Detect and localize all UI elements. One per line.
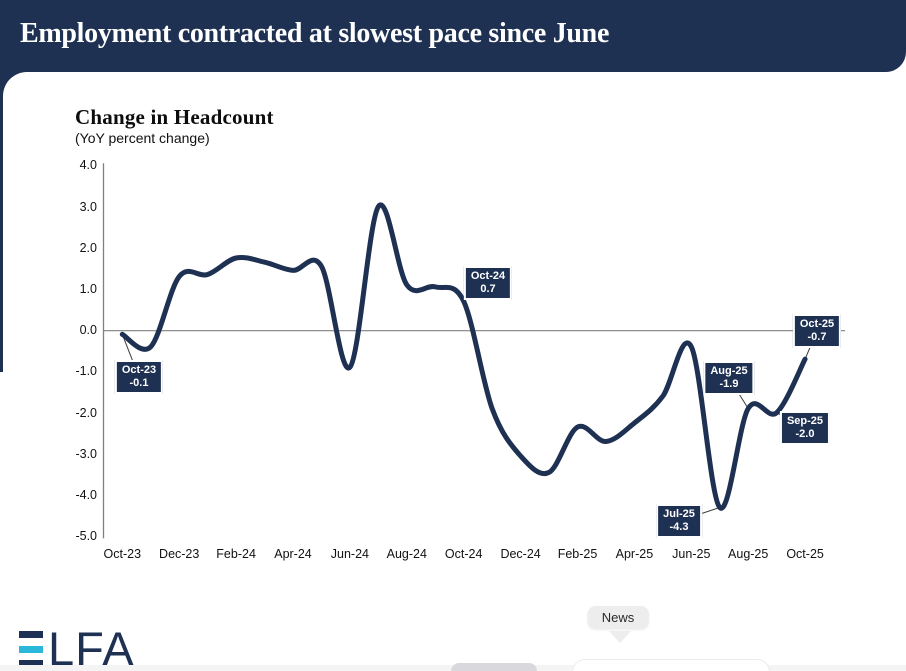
elfa-logo: LFA xyxy=(19,622,135,671)
callout-oct-23: Oct-23 -0.1 xyxy=(114,360,164,394)
chart-subtitle: (YoY percent change) xyxy=(75,130,210,146)
x-tick-label: Apr-25 xyxy=(615,547,654,561)
header-banner: Employment contracted at slowest pace si… xyxy=(0,0,906,72)
page-title: Employment contracted at slowest pace si… xyxy=(20,18,610,49)
y-tick-label: -3.0 xyxy=(75,446,97,461)
dock-item-partial[interactable] xyxy=(572,659,770,671)
y-tick-label: -1.0 xyxy=(75,364,97,379)
x-tick-label: Aug-24 xyxy=(386,547,427,561)
callout-jul-25: Jul-25 -4.3 xyxy=(656,504,702,538)
y-tick-label: 0.0 xyxy=(79,323,97,338)
x-tick-label: Apr-24 xyxy=(274,547,312,561)
left-edge-strip xyxy=(0,60,3,372)
x-tick-label: Jun-24 xyxy=(330,547,370,561)
callout-oct-25: Oct-25 -0.7 xyxy=(792,314,842,348)
x-tick-label: Jun-25 xyxy=(672,547,711,561)
headcount-series-line xyxy=(119,202,808,511)
y-tick-label: 1.0 xyxy=(79,281,97,296)
x-tick-label: Feb-25 xyxy=(557,547,598,561)
y-tick-label: -4.0 xyxy=(75,488,97,503)
x-tick-label: Feb-24 xyxy=(216,547,256,561)
x-tick-label: Oct-23 xyxy=(103,547,142,561)
logo-letters: LFA xyxy=(48,622,135,671)
y-tick-label: -2.0 xyxy=(75,405,97,420)
y-tick-label: 4.0 xyxy=(79,158,97,173)
y-tick-label: 3.0 xyxy=(79,199,97,214)
x-tick-label: Aug-25 xyxy=(728,547,769,561)
callout-oct-24: Oct-24 0.7 xyxy=(463,266,513,300)
e-bar-top xyxy=(19,631,43,638)
news-tooltip: News xyxy=(587,606,649,629)
news-tooltip-arrow xyxy=(609,631,631,643)
x-tick-label: Oct-24 xyxy=(444,547,483,561)
chart-title: Change in Headcount xyxy=(75,105,274,129)
y-tick-label: 2.0 xyxy=(79,240,97,255)
callout-sep-25: Sep-25 -2.0 xyxy=(779,411,831,445)
elfa-e-icon xyxy=(19,631,43,667)
x-tick-label: Oct-25 xyxy=(786,547,824,561)
e-bar-middle xyxy=(19,645,43,653)
dock-item-partial[interactable] xyxy=(451,663,537,671)
y-tick-label: -5.0 xyxy=(75,529,97,544)
e-bar-bottom xyxy=(19,660,43,667)
x-tick-label: Dec-24 xyxy=(500,547,541,561)
x-tick-label: Dec-23 xyxy=(159,547,200,561)
callout-aug-25: Aug-25 -1.9 xyxy=(703,361,755,395)
